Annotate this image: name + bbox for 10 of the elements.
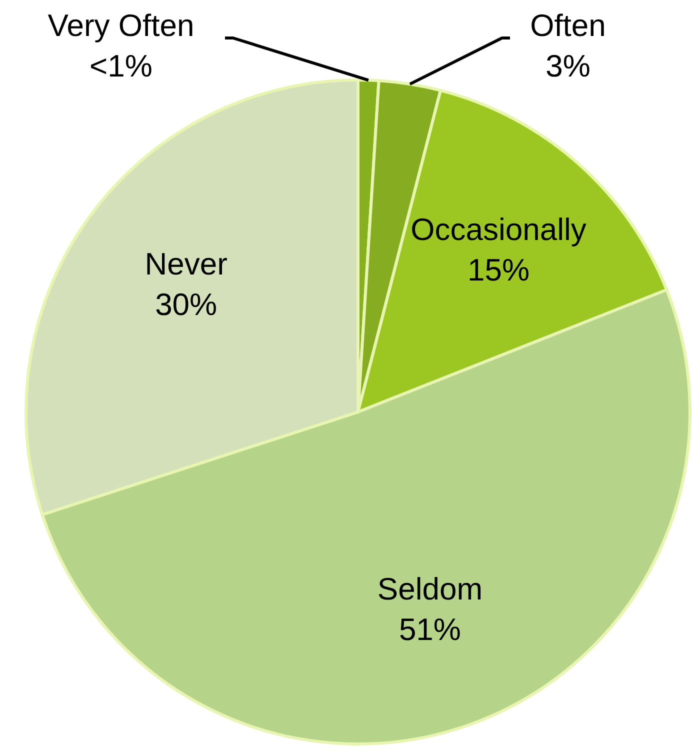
data-label: 30% bbox=[155, 287, 218, 322]
slice-label: Often bbox=[530, 8, 606, 43]
slice-label: Very Often bbox=[48, 8, 194, 43]
slice-label: Seldom bbox=[377, 572, 483, 607]
data-label: 3% bbox=[546, 48, 590, 84]
slice-label: Occasionally bbox=[410, 212, 587, 248]
data-label: 51% bbox=[398, 612, 461, 647]
data-label: <1% bbox=[90, 48, 152, 84]
data-label: 15% bbox=[467, 252, 530, 288]
slice-label: Never bbox=[144, 246, 228, 282]
